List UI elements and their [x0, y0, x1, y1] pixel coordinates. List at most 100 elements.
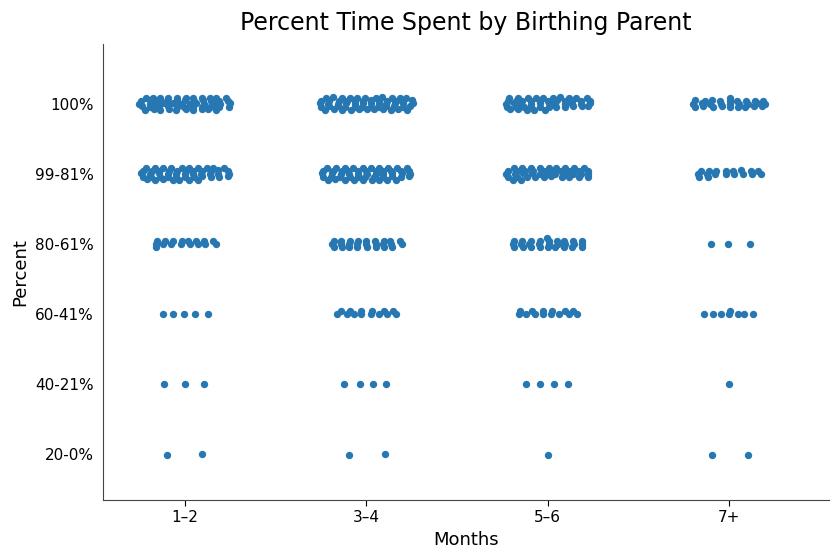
- Point: [213, 100, 227, 109]
- Point: [133, 100, 146, 109]
- Point: [170, 102, 183, 111]
- Point: [319, 94, 333, 102]
- Point: [727, 170, 741, 179]
- Point: [327, 93, 340, 102]
- Point: [509, 102, 522, 111]
- Point: [544, 172, 558, 181]
- Point: [339, 175, 352, 184]
- Point: [756, 102, 769, 111]
- Point: [315, 169, 328, 178]
- Point: [153, 96, 166, 105]
- Point: [558, 164, 571, 172]
- Point: [402, 172, 416, 181]
- Point: [391, 105, 405, 114]
- Point: [197, 380, 210, 389]
- Point: [393, 236, 407, 245]
- Point: [323, 102, 336, 111]
- Point: [564, 166, 577, 175]
- Point: [370, 239, 383, 248]
- Point: [373, 96, 386, 105]
- Point: [686, 100, 700, 109]
- Point: [134, 169, 148, 178]
- Point: [518, 166, 532, 175]
- Point: [339, 102, 352, 111]
- Point: [706, 102, 720, 111]
- Point: [344, 172, 357, 181]
- Point: [748, 102, 761, 111]
- Point: [510, 166, 523, 175]
- Point: [533, 170, 547, 179]
- Point: [178, 380, 192, 389]
- Point: [342, 242, 355, 251]
- Point: [741, 450, 754, 459]
- Point: [373, 175, 386, 184]
- Point: [403, 170, 417, 179]
- Point: [347, 175, 360, 184]
- Point: [365, 309, 378, 318]
- Point: [550, 96, 564, 105]
- Point: [330, 310, 344, 319]
- Point: [581, 170, 595, 179]
- Point: [322, 99, 335, 108]
- Point: [348, 102, 361, 111]
- Point: [385, 94, 398, 102]
- Point: [520, 172, 533, 181]
- Point: [205, 166, 218, 175]
- Point: [527, 166, 540, 175]
- Point: [195, 102, 208, 111]
- Point: [365, 175, 379, 184]
- Point: [213, 102, 226, 111]
- Point: [575, 102, 588, 111]
- Point: [507, 240, 520, 249]
- Point: [751, 166, 764, 175]
- Point: [401, 105, 414, 114]
- Point: [723, 96, 737, 105]
- Point: [698, 96, 711, 105]
- Point: [360, 242, 374, 251]
- Point: [197, 236, 211, 245]
- Point: [542, 240, 555, 249]
- Point: [738, 102, 752, 111]
- Point: [182, 164, 196, 172]
- Point: [161, 102, 175, 111]
- Point: [389, 96, 402, 105]
- Point: [389, 310, 402, 319]
- Point: [540, 234, 554, 242]
- Point: [393, 93, 407, 102]
- Point: [533, 239, 546, 248]
- Point: [403, 102, 417, 111]
- Point: [148, 164, 161, 172]
- Point: [533, 99, 547, 108]
- Point: [223, 102, 236, 111]
- Point: [541, 242, 554, 251]
- Point: [317, 172, 330, 181]
- Point: [347, 310, 360, 319]
- Point: [196, 172, 209, 181]
- Point: [499, 170, 512, 179]
- Point: [508, 170, 522, 179]
- Point: [139, 164, 153, 172]
- Point: [359, 93, 372, 102]
- Point: [360, 105, 374, 114]
- Point: [509, 96, 522, 105]
- Point: [174, 99, 187, 108]
- Point: [207, 164, 220, 172]
- Point: [178, 170, 192, 179]
- Point: [339, 99, 353, 108]
- Point: [183, 240, 197, 249]
- Point: [192, 164, 205, 172]
- Point: [533, 164, 547, 172]
- Point: [186, 105, 200, 114]
- Point: [328, 175, 342, 184]
- Point: [575, 242, 589, 251]
- Point: [574, 99, 587, 108]
- Point: [166, 236, 180, 245]
- Point: [348, 99, 361, 108]
- Point: [178, 172, 192, 181]
- Point: [166, 99, 180, 108]
- Point: [376, 166, 390, 175]
- X-axis label: Months: Months: [433, 531, 499, 549]
- Point: [530, 94, 543, 102]
- Point: [163, 167, 176, 176]
- Point: [507, 175, 520, 184]
